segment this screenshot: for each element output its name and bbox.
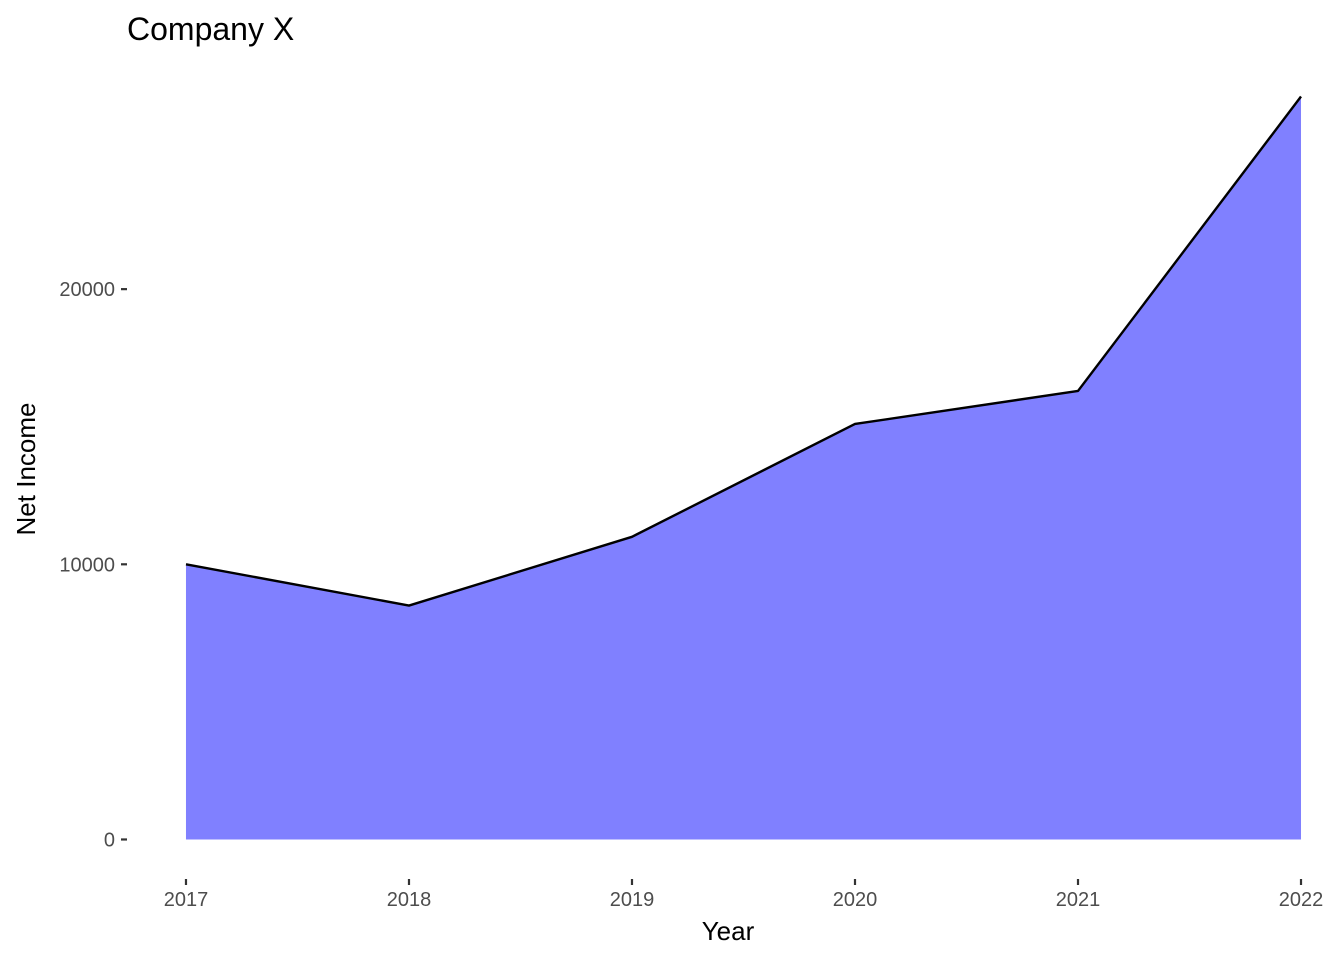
- x-tick-label: 2021: [1056, 889, 1101, 911]
- x-tick-label: 2017: [164, 889, 209, 911]
- x-tick-label: 2022: [1279, 889, 1324, 911]
- x-axis-title: Year: [702, 916, 755, 946]
- area-layer: [185, 96, 1302, 840]
- y-tick-label: 10000: [59, 554, 115, 576]
- x-tick-label: 2018: [387, 889, 432, 911]
- y-axis-title: Net Income: [11, 403, 41, 536]
- x-tick-label: 2019: [610, 889, 655, 911]
- chart-title: Company X: [127, 11, 294, 47]
- y-tick-label: 20000: [59, 279, 115, 301]
- series-line: [185, 95, 1302, 607]
- y-tick-label: 0: [104, 829, 115, 851]
- y-axis: 0 10000 20000: [59, 279, 127, 851]
- line-layer: [185, 95, 1302, 607]
- x-tick-label: 2020: [833, 889, 878, 911]
- area-fill: [185, 96, 1302, 840]
- x-axis: 2017 2018 2019 2020 2021 2022: [164, 879, 1324, 911]
